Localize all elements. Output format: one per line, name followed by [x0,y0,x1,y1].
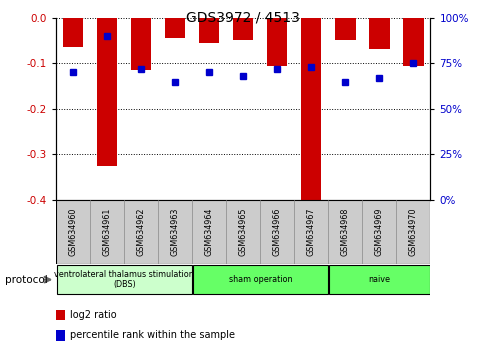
Text: GSM634964: GSM634964 [204,208,213,256]
Bar [402,18,423,65]
Text: GSM634960: GSM634960 [69,208,78,256]
Bar [266,18,287,65]
Bar [233,18,253,40]
Text: GSM634968: GSM634968 [340,208,349,256]
Text: GSM634967: GSM634967 [306,207,315,256]
Text: percentile rank within the sample: percentile rank within the sample [70,330,234,340]
Bar [165,18,185,38]
Bar [368,18,389,49]
Bar [199,18,219,43]
Text: ventrolateral thalamus stimulation
(DBS): ventrolateral thalamus stimulation (DBS) [54,270,194,289]
Text: GSM634963: GSM634963 [170,208,180,256]
Text: log2 ratio: log2 ratio [70,310,116,320]
Text: GSM634965: GSM634965 [238,207,247,256]
Text: GSM634962: GSM634962 [137,207,145,256]
Bar [63,18,83,47]
Text: naive: naive [367,275,389,284]
Text: protocol: protocol [5,275,47,285]
Text: GSM634966: GSM634966 [272,208,281,256]
Bar [131,18,151,70]
Bar [301,18,321,200]
Text: GSM634961: GSM634961 [102,208,112,256]
Bar [193,265,327,294]
Bar [97,18,117,166]
Text: GSM634969: GSM634969 [374,207,383,256]
Bar [334,18,355,40]
Text: GSM634970: GSM634970 [408,207,417,256]
Bar [328,265,429,294]
Bar [57,265,191,294]
Text: GDS3972 / 4513: GDS3972 / 4513 [186,11,300,25]
Text: sham operation: sham operation [228,275,291,284]
